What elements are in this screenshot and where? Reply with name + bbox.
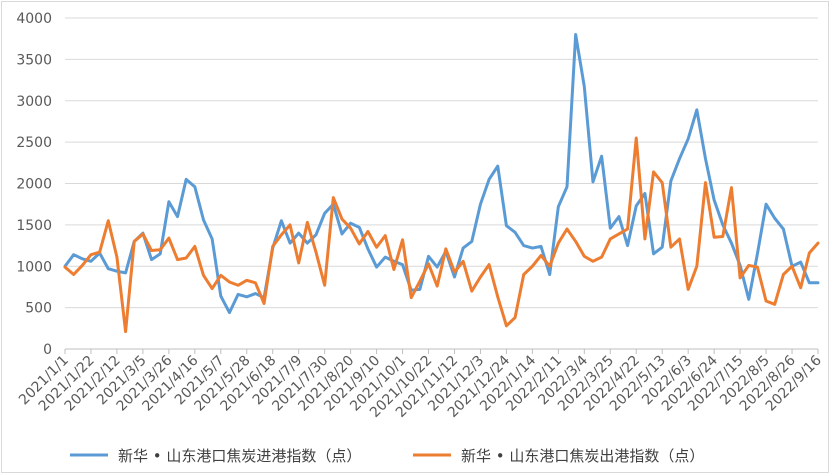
y-tick-label: 500 — [25, 301, 52, 317]
y-tick-label: 2500 — [16, 135, 52, 151]
legend-label: 新华 • 山东港口焦炭进港指数（点） — [118, 447, 361, 465]
y-tick-label: 3500 — [16, 52, 52, 68]
y-tick-label: 0 — [43, 342, 52, 358]
gridlines — [65, 17, 818, 309]
y-tick-label: 4000 — [16, 11, 52, 27]
y-tick-label: 2000 — [16, 177, 52, 193]
y-tick-label: 3000 — [16, 94, 52, 110]
legend-label: 新华 • 山东港口焦炭出港指数（点） — [461, 447, 704, 465]
y-axis-ticks: 0 500 1000 1500 2000 2500 3000 3500 4000 — [16, 11, 52, 358]
legend-item: 新华 • 山东港口焦炭出港指数（点） — [413, 447, 704, 465]
series-lines — [63, 33, 820, 334]
legend: 新华 • 山东港口焦炭进港指数（点） 新华 • 山东港口焦炭出港指数（点） — [70, 447, 704, 465]
legend-item: 新华 • 山东港口焦炭进港指数（点） — [70, 447, 361, 465]
y-tick-label: 1000 — [16, 259, 52, 275]
y-tick-label: 1500 — [16, 218, 52, 234]
series-line-inbound — [63, 33, 820, 315]
x-axis-ticks: 2021/1/12021/1/222021/2/122021/3/52021/3… — [16, 349, 825, 421]
series-line-outbound — [63, 136, 820, 334]
